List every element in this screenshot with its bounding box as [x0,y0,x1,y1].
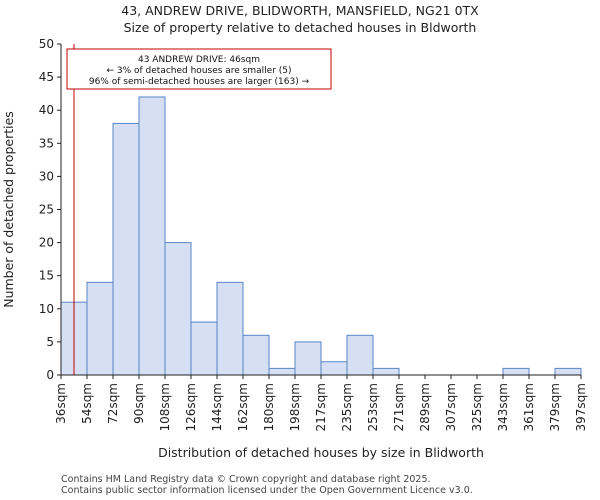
x-tick-label: 397sqm [574,383,588,431]
x-tick-label: 235sqm [340,383,354,431]
y-tick-label: 40 [39,103,54,117]
x-tick-label: 180sqm [262,383,276,431]
histogram-bar [346,334,374,376]
histogram-bar [138,96,166,376]
x-tick-label: 361sqm [522,383,536,431]
x-tick-label: 162sqm [236,383,250,431]
histogram-bar [294,341,322,376]
x-tick-label: 198sqm [288,383,302,431]
y-tick-label: 5 [46,335,54,349]
y-tick-label: 30 [39,169,54,183]
x-tick-label: 144sqm [210,383,224,431]
x-tick-label: 72sqm [106,383,120,424]
y-tick-label: 50 [39,37,54,51]
histogram-bar [112,122,140,376]
annotation-line-2: ← 3% of detached houses are smaller (5) [106,66,291,76]
histogram-bar [242,334,270,376]
x-tick-label: 108sqm [158,383,172,431]
annotation-box [66,48,332,90]
histogram-bar [372,367,400,376]
x-tick-label: 289sqm [418,383,432,431]
x-tick-label: 54sqm [80,383,94,424]
footer-line-2: Contains public sector information licen… [61,485,473,496]
histogram-bar [216,281,244,376]
footer-line-1: Contains HM Land Registry data © Crown c… [61,474,431,485]
x-tick-label: 36sqm [54,383,68,424]
histogram-bar [554,367,582,376]
y-tick-label: 35 [39,136,54,150]
histogram-bar [164,242,192,376]
x-tick-label: 343sqm [496,383,510,431]
y-tick-label: 20 [39,236,54,250]
histogram-bar [502,367,530,376]
annotation-line-1: 43 ANDREW DRIVE: 46sqm [138,55,260,65]
y-tick-label: 25 [39,203,54,217]
chart-title: 43, ANDREW DRIVE, BLIDWORTH, MANSFIELD, … [121,3,479,18]
histogram-bar [268,367,296,376]
chart-subtitle: Size of property relative to detached ho… [123,20,477,35]
y-tick-label: 45 [39,70,54,84]
histogram-bar [320,361,348,376]
histogram-bar [190,321,218,376]
annotation-line-3: 96% of semi-detached houses are larger (… [89,77,310,87]
y-tick-label: 0 [46,368,54,382]
x-tick-label: 253sqm [366,383,380,431]
x-tick-label: 379sqm [548,383,562,431]
y-tick-label: 10 [39,302,54,316]
x-tick-label: 325sqm [470,383,484,431]
x-tick-label: 271sqm [392,383,406,431]
x-axis-label: Distribution of detached houses by size … [158,445,484,460]
x-tick-label: 90sqm [132,383,146,424]
x-tick-label: 126sqm [184,383,198,431]
x-tick-label: 307sqm [444,383,458,431]
histogram-bar [86,281,114,376]
x-tick-label: 217sqm [314,383,328,431]
y-axis-label: Number of detached properties [1,111,16,308]
y-tick-label: 15 [39,269,54,283]
